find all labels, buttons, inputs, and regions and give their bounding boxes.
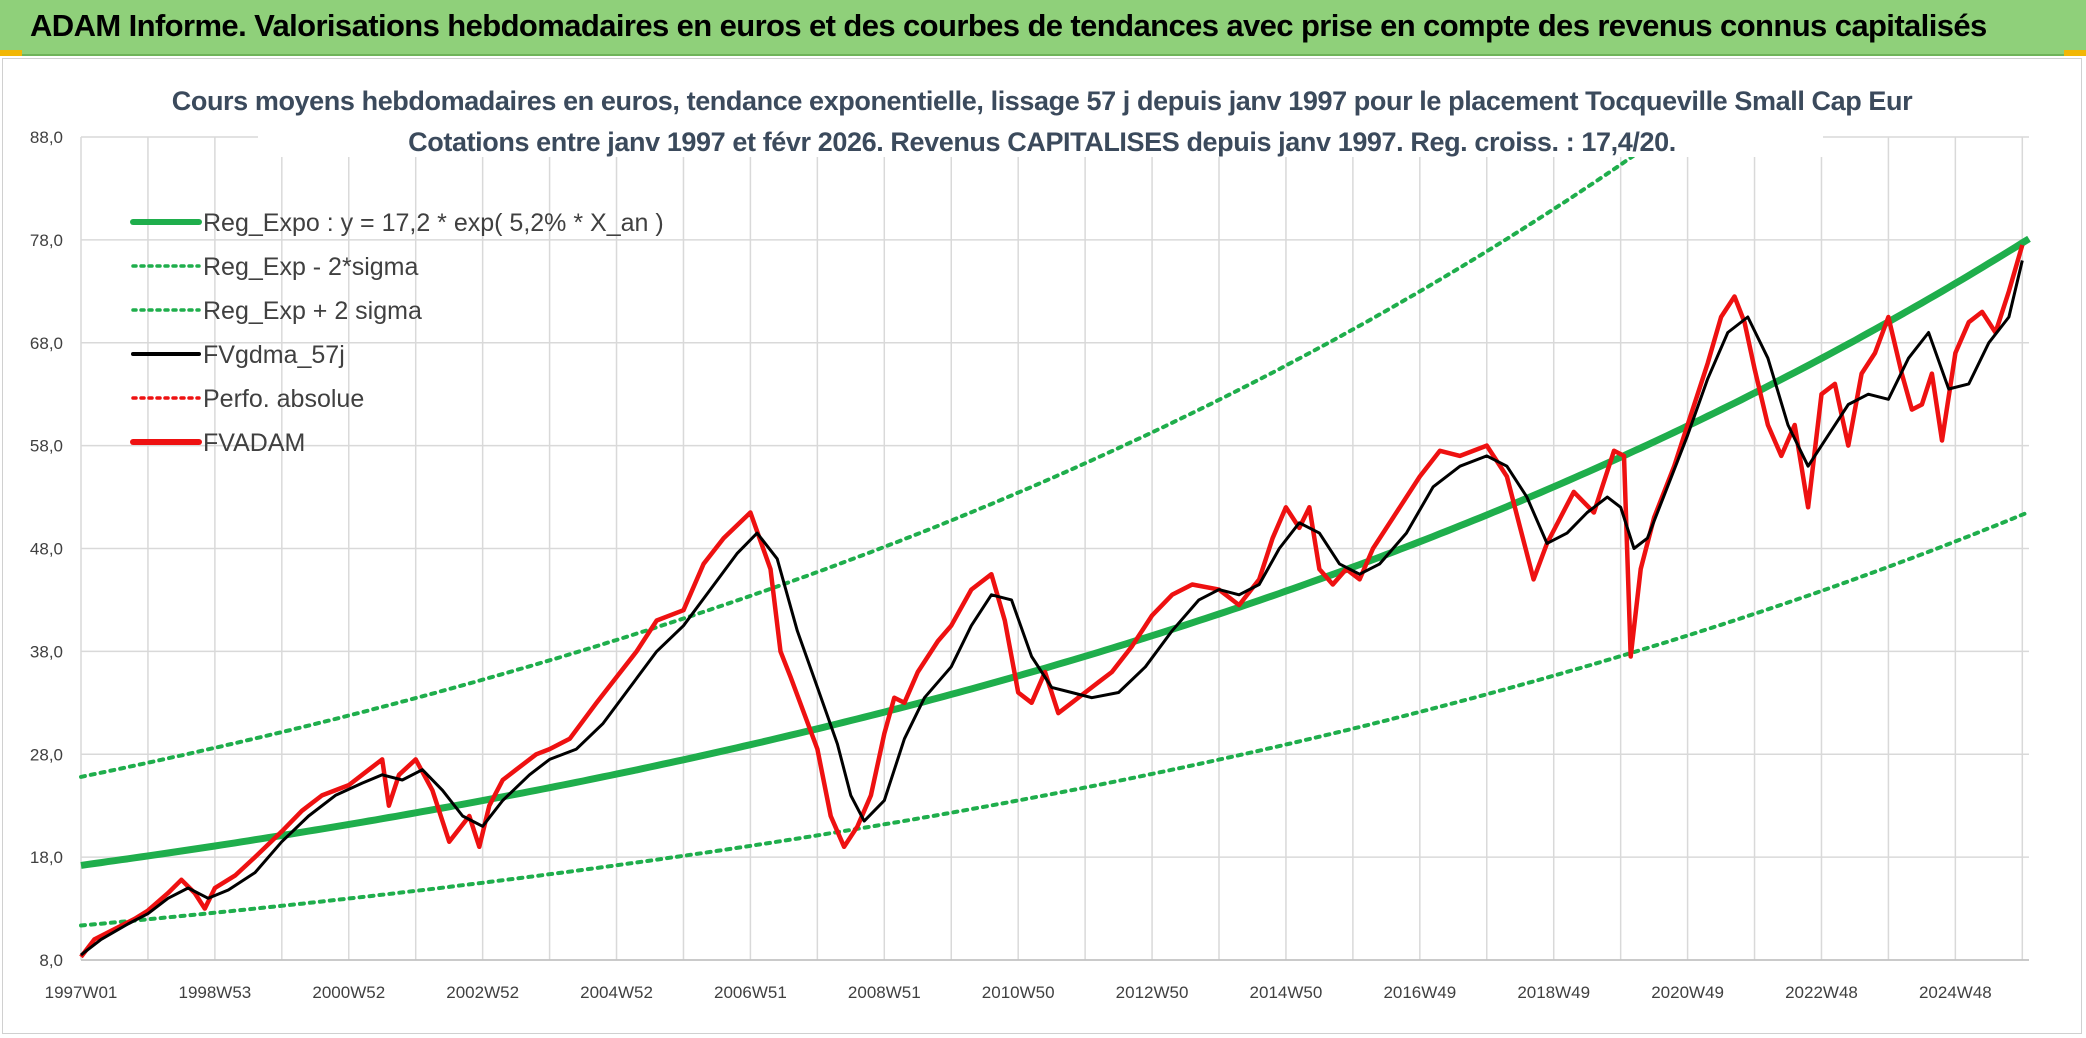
y-tick-label: 88,0	[30, 128, 63, 147]
legend-label: Perfo. absolue	[203, 385, 364, 413]
regression-upper-line	[79, 139, 1657, 779]
x-tick-label: 2002W52	[446, 983, 519, 1002]
regression-line	[80, 235, 2031, 869]
header-title: ADAM Informe. Valorisations hebdomadaire…	[30, 8, 1987, 43]
y-tick-label: 8,0	[39, 951, 63, 970]
x-tick-label: 2012W50	[1116, 983, 1189, 1002]
corner-mark-right	[2064, 50, 2086, 56]
regression-lower-line	[79, 510, 2031, 928]
series-fvgdma-line	[80, 260, 2024, 957]
y-tick-label: 28,0	[30, 745, 63, 764]
legend-label: Reg_Expo : y = 17,2 * exp( 5,2% * X_an )	[203, 209, 664, 237]
x-tick-label: 2022W48	[1785, 983, 1858, 1002]
y-tick-label: 48,0	[30, 540, 63, 559]
x-tick-label: 1997W01	[45, 983, 118, 1002]
y-tick-label: 18,0	[30, 848, 63, 867]
x-tick-label: 2016W49	[1383, 983, 1456, 1002]
legend-label: FVgdma_57j	[203, 341, 345, 369]
legend-label: Reg_Exp + 2 sigma	[203, 297, 422, 325]
x-tick-label: 2000W52	[312, 983, 385, 1002]
legend-label: Reg_Exp - 2*sigma	[203, 253, 418, 281]
chart-frame: Cours moyens hebdomadaires en euros, ten…	[2, 58, 2082, 1034]
x-tick-label: 2020W49	[1651, 983, 1724, 1002]
header-bar: ADAM Informe. Valorisations hebdomadaire…	[0, 0, 2086, 56]
y-tick-label: 58,0	[30, 437, 63, 456]
chart: Cours moyens hebdomadaires en euros, ten…	[30, 59, 2031, 1002]
x-tick-label: 2008W51	[848, 983, 921, 1002]
corner-mark-left	[0, 50, 22, 56]
x-tick-label: 2010W50	[982, 983, 1055, 1002]
x-tick-label: 2006W51	[714, 983, 787, 1002]
title-backdrop	[258, 59, 1823, 157]
y-tick-label: 68,0	[30, 334, 63, 353]
y-tick-label: 78,0	[30, 231, 63, 250]
x-tick-label: 2018W49	[1517, 983, 1590, 1002]
legend-label: FVADAM	[203, 429, 305, 457]
x-tick-label: 2014W50	[1250, 983, 1323, 1002]
x-tick-label: 2024W48	[1919, 983, 1992, 1002]
x-tick-label: 2004W52	[580, 983, 653, 1002]
x-tick-label: 1998W53	[178, 983, 251, 1002]
chart-title-line-1: Cours moyens hebdomadaires en euros, ten…	[172, 86, 1913, 116]
y-tick-label: 38,0	[30, 642, 63, 661]
chart-title-line-2: Cotations entre janv 1997 et févr 2026. …	[408, 127, 1676, 157]
series-fvadam-line	[79, 244, 2025, 959]
